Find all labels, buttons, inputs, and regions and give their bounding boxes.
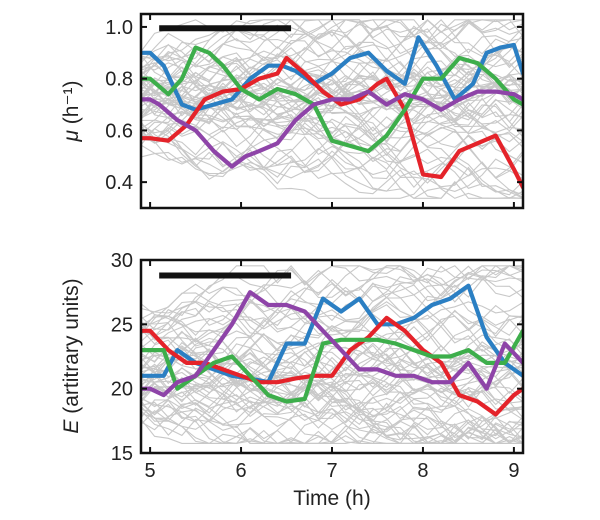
background-trace [141, 314, 523, 396]
background-trace [141, 304, 523, 360]
y-tick-label: 0.6 [105, 120, 133, 142]
x-tick-label: 8 [417, 460, 428, 482]
y-axis-label-bottom-symbol: E [60, 419, 83, 434]
x-tick-label: 7 [326, 460, 337, 482]
y-axis-label-top-unit: (h⁻¹) [60, 80, 83, 130]
x-tick-labels: 5 6 7 8 9 [145, 460, 520, 482]
chart-panel-expression: 15 20 25 30 E (artitrary units) [60, 250, 525, 465]
background-trace [141, 366, 523, 423]
background-trace [141, 47, 523, 99]
background-trace [141, 100, 523, 199]
series-line-blue-bottom [141, 283, 523, 385]
background-trace [141, 100, 523, 160]
background-trace [141, 411, 523, 444]
series-line-green-top [141, 45, 523, 154]
background-trace [141, 70, 523, 146]
background-trace [141, 79, 523, 156]
x-axis-label: Time (h) [293, 487, 370, 510]
x-tick-label: 9 [508, 460, 519, 482]
background-trace [141, 363, 523, 421]
background-trace [141, 46, 523, 100]
highlighted-traces-bottom [141, 283, 523, 417]
background-trace [141, 377, 523, 444]
background-trace [141, 301, 523, 399]
background-trace [141, 274, 523, 330]
y-tick-label: 30 [111, 250, 133, 272]
background-trace [141, 366, 523, 437]
y-tick-label: 0.4 [105, 172, 133, 194]
y-axis-label-top: μ (h⁻¹) [60, 80, 83, 142]
y-tick-label: 20 [111, 379, 133, 401]
chart-panel-growth-rate: 0.4 0.6 0.8 1.0 μ (h⁻¹) [60, 12, 525, 210]
x-axis-ticks-bottom [149, 260, 515, 453]
background-trace [141, 265, 523, 314]
background-trace [141, 121, 523, 199]
background-trace [141, 133, 523, 199]
series-line-purple-top [141, 89, 523, 169]
background-trace [141, 79, 523, 199]
background-trace [141, 377, 523, 444]
y-tick-label: 1.0 [105, 17, 133, 39]
background-trace [141, 361, 523, 418]
background-trace [141, 334, 523, 388]
background-trace [141, 24, 523, 80]
background-trace [141, 377, 523, 444]
background-trace [141, 342, 523, 444]
y-axis-label-bottom: E (artitrary units) [60, 278, 83, 433]
background-trace [141, 19, 523, 91]
background-traces-bottom [141, 264, 523, 445]
background-trace [141, 19, 523, 70]
x-tick-label: 6 [235, 460, 246, 482]
y-axis-ticks-top: 0.4 0.6 0.8 1.0 [105, 17, 523, 194]
series-line-purple-bottom [141, 290, 523, 398]
background-trace [141, 131, 523, 180]
background-trace [141, 301, 523, 364]
x-tick-label: 5 [145, 460, 156, 482]
highlighted-traces-top [141, 35, 523, 190]
background-trace [141, 309, 523, 377]
background-trace [141, 42, 523, 98]
y-tick-label: 25 [111, 314, 133, 336]
y-tick-label: 0.8 [105, 69, 133, 91]
y-axis-label-top-symbol: μ [60, 130, 83, 143]
background-trace [141, 79, 523, 164]
series-line-red-bottom [141, 315, 523, 417]
background-trace [141, 54, 523, 142]
background-trace [141, 128, 523, 199]
y-axis-ticks-bottom: 15 20 25 30 [111, 250, 523, 465]
y-tick-label: 15 [111, 443, 133, 465]
y-axis-label-bottom-unit: (artitrary units) [60, 278, 83, 419]
background-trace [141, 19, 523, 95]
background-trace [141, 70, 523, 136]
background-trace [141, 265, 523, 345]
x-axis-ticks-top [149, 14, 515, 208]
